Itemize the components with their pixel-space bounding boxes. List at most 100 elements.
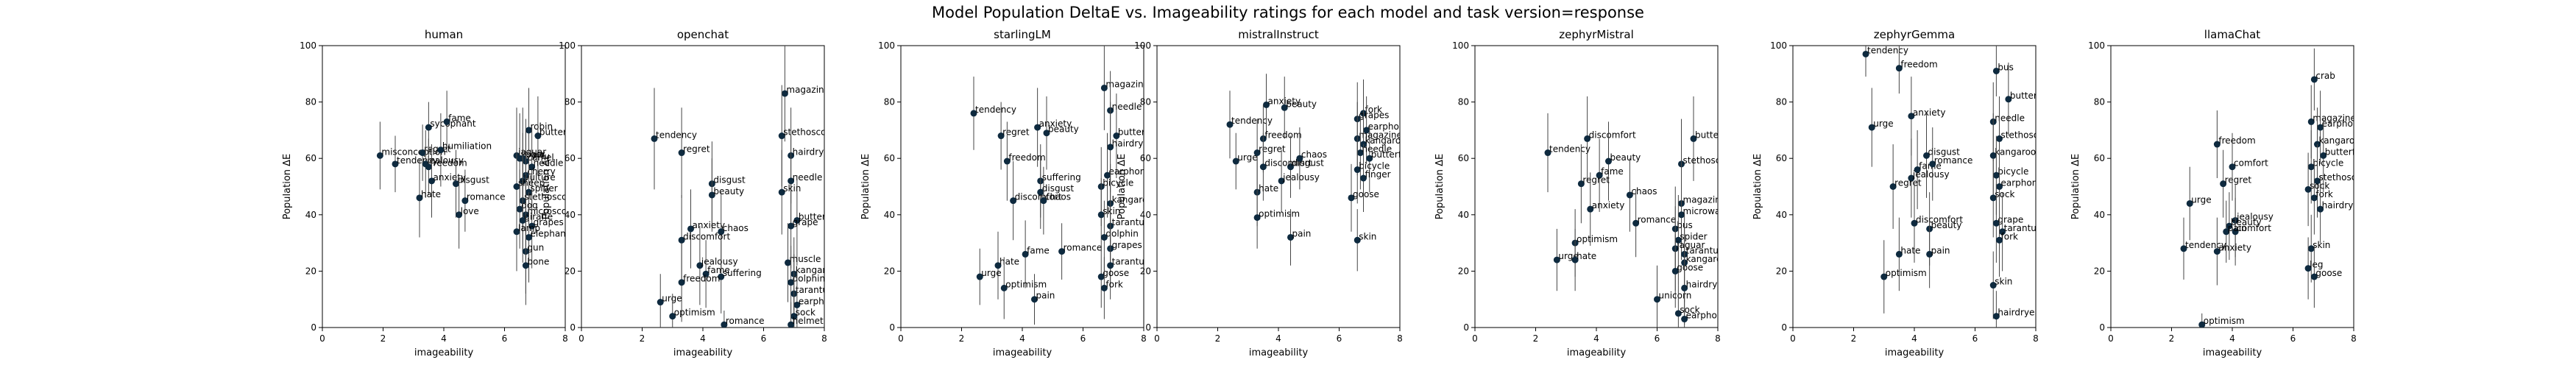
point-label: optimism [2204,316,2245,326]
data-point [1992,171,2000,179]
x-tick-label: 4 [2229,333,2235,344]
point-label: disgust [458,175,490,185]
data-point [1989,282,1997,289]
y-tick-label: 0 [889,322,895,333]
y-tick-label: 60 [2094,153,2105,163]
point-label: stethoscope [1683,155,1737,166]
data-point [788,177,795,185]
point-label: fork [1365,105,1383,115]
y-tick-label: 80 [2094,97,2105,107]
point-label: vulture [524,172,555,183]
point-label: suffering [723,268,762,278]
point-label: freedom [1264,130,1301,140]
data-point [419,149,426,157]
point-label: regret [1002,127,1030,138]
data-point [1003,158,1011,165]
data-point [437,146,445,154]
point-label: tarantula [1112,257,1153,267]
point-label: jealousy [701,257,738,267]
y-tick-label: 0 [1145,322,1151,333]
x-tick-label: 8 [2351,333,2357,344]
point-label: hate [1259,183,1278,194]
point-label: goose [1103,268,1129,278]
data-point [522,262,529,269]
x-tick-label: 6 [2290,333,2296,344]
data-point [1908,174,1915,182]
point-label: pain [1036,291,1055,301]
y-tick-label: 20 [2094,266,2105,276]
point-label: beauty [1286,99,1317,109]
data-point [1862,50,1869,57]
x-tick-label: 8 [562,333,568,344]
point-label: love [461,206,479,216]
y-tick-label: 100 [1770,40,1787,51]
x-axis-label: imageability [673,347,733,358]
data-point [1654,296,1660,303]
data-point [1596,171,1603,179]
point-label: butterfly [539,127,578,138]
data-point [1281,104,1288,111]
point-label: beauty [2231,217,2262,227]
point-label: kangaroo [2319,135,2360,146]
point-label: goose [2315,268,2342,278]
point-label: butterfly [2325,146,2363,157]
data-point [781,90,788,97]
data-point [428,177,435,185]
y-tick-label: 40 [1140,210,1151,220]
point-label: bus [1998,62,2013,72]
data-point [2320,152,2327,159]
data-point [1226,121,1234,128]
y-tick-label: 100 [1134,40,1151,51]
data-point [1632,219,1640,227]
data-point [1681,316,1688,323]
point-label: regret [2225,175,2252,185]
y-tick-label: 40 [884,210,895,220]
x-tick-label: 8 [1397,333,1403,344]
point-label: grape [1998,214,2023,224]
y-tick-label: 20 [305,266,316,276]
point-label: optimism [1577,234,1618,244]
x-tick-label: 6 [1337,333,1342,344]
point-label: discomfort [1015,192,1062,202]
data-point [687,225,694,233]
data-point [1626,191,1633,199]
y-tick-label: 80 [1776,97,1787,107]
point-label: urge [981,268,1001,278]
data-point [788,279,795,286]
point-label: comfort [2237,223,2271,233]
x-tick-label: 4 [1911,333,1917,344]
data-point [1037,188,1044,196]
data-point [721,321,728,328]
point-label: earphones [2001,178,2048,188]
data-point [1100,233,1108,241]
data-point [1992,313,2000,320]
data-point [2005,96,2012,103]
x-tick-label: 0 [1154,333,1160,344]
data-point [1356,149,1364,157]
point-label: microscope [527,206,578,216]
data-point [1577,180,1585,188]
data-point [1999,228,2006,236]
y-tick-label: 100 [2088,40,2105,51]
data-point [2317,205,2324,213]
y-tick-label: 20 [565,266,576,276]
point-label: elephant [531,228,570,238]
data-point [1923,152,1930,159]
y-tick-label: 100 [559,40,576,51]
data-point [1584,135,1591,142]
y-tick-label: 40 [305,210,316,220]
data-point [1868,124,1875,131]
y-tick-label: 100 [1452,40,1469,51]
data-point [1571,256,1579,263]
x-tick-label: 2 [381,333,386,344]
point-label: sock [2310,180,2329,191]
data-point [1690,135,1697,142]
x-tick-label: 4 [1593,333,1599,344]
y-tick-label: 60 [1776,153,1787,163]
point-label: spider [1680,231,1707,241]
point-label: disgust [1042,183,1075,194]
point-label: tarantula [1112,217,1153,227]
point-label: skin [1359,231,1376,241]
